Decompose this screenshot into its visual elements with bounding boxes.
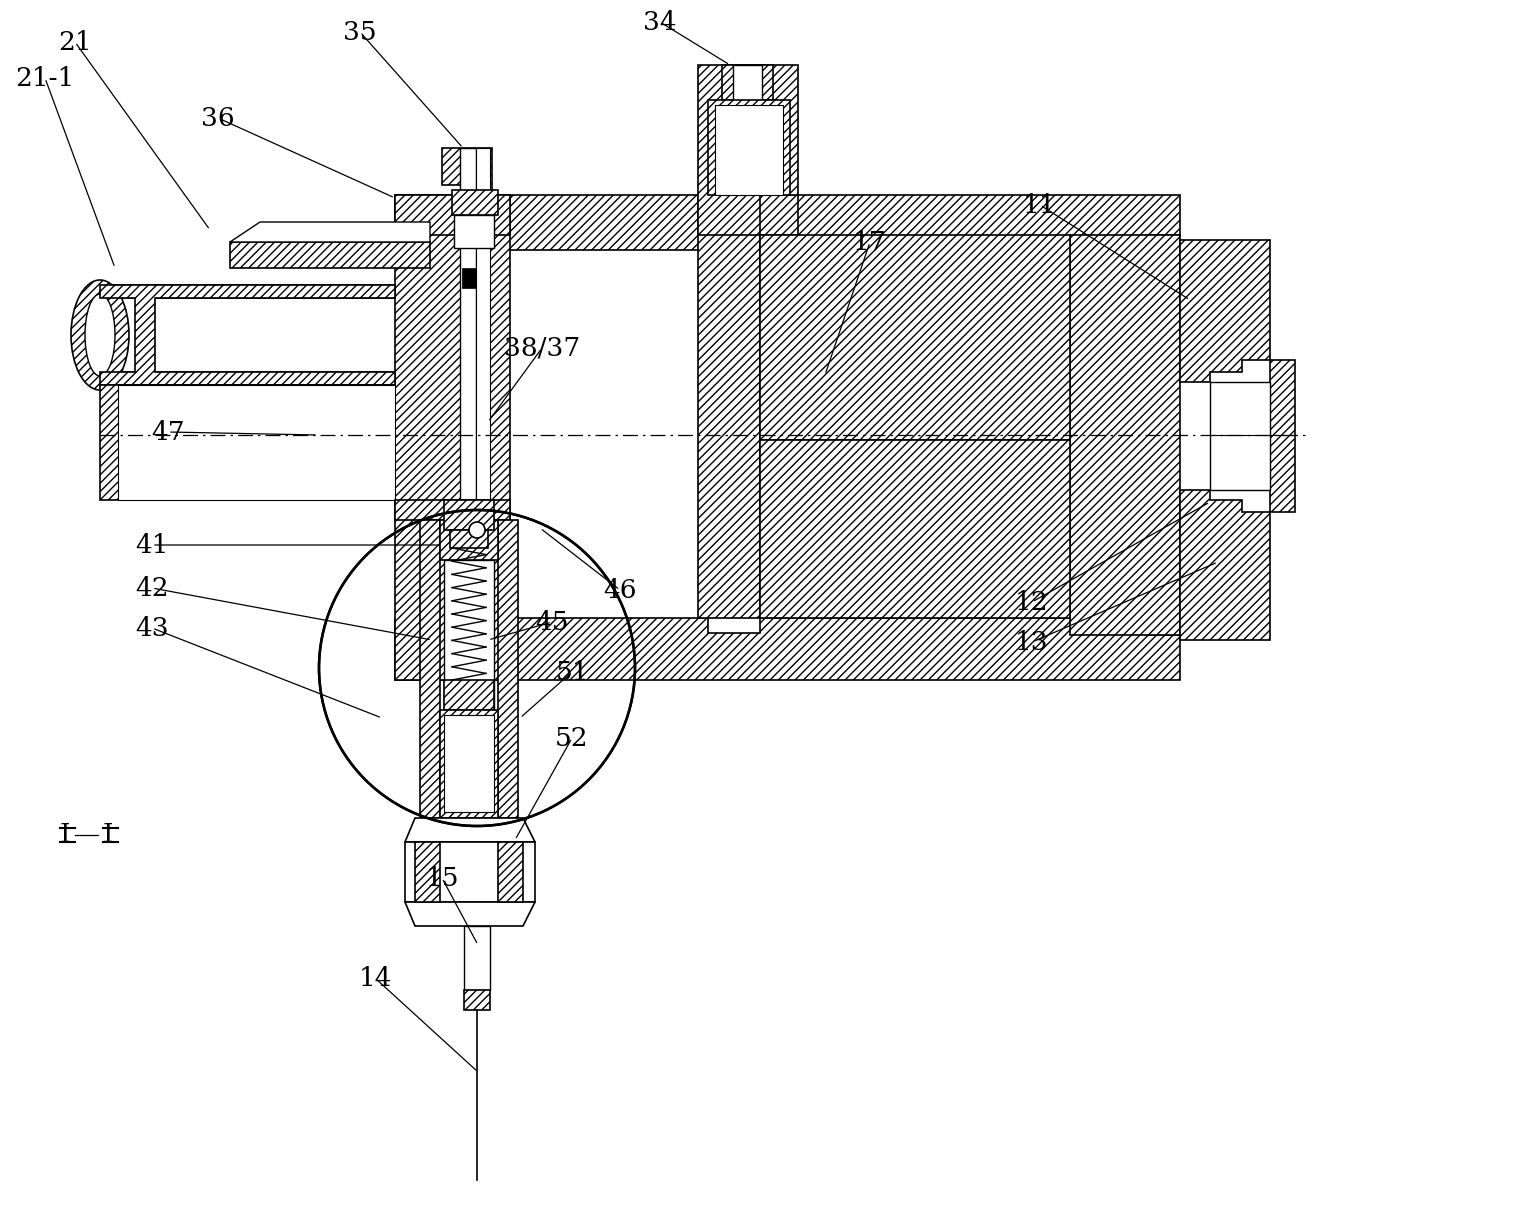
- Polygon shape: [415, 842, 441, 902]
- Text: 42: 42: [135, 575, 169, 601]
- Bar: [453, 190, 498, 215]
- Bar: [715, 105, 782, 195]
- Polygon shape: [1180, 490, 1270, 640]
- Text: 45: 45: [535, 609, 568, 635]
- Bar: [441, 710, 498, 818]
- Bar: [463, 991, 491, 1010]
- Polygon shape: [699, 195, 797, 618]
- Bar: [450, 530, 488, 548]
- Polygon shape: [1180, 240, 1270, 383]
- Polygon shape: [1270, 360, 1296, 512]
- Polygon shape: [760, 235, 1069, 440]
- Bar: [118, 385, 395, 500]
- Text: 15: 15: [425, 866, 459, 890]
- Polygon shape: [498, 520, 518, 818]
- Text: I: I: [103, 823, 114, 847]
- Bar: [463, 926, 491, 991]
- Bar: [406, 842, 535, 902]
- Text: 43: 43: [135, 615, 169, 640]
- Text: 14: 14: [358, 966, 392, 991]
- Polygon shape: [395, 195, 1180, 250]
- Polygon shape: [1069, 235, 1180, 635]
- Polygon shape: [699, 65, 797, 235]
- Bar: [462, 268, 475, 288]
- Polygon shape: [395, 195, 510, 680]
- Text: 12: 12: [1015, 590, 1048, 614]
- Polygon shape: [406, 818, 535, 842]
- Polygon shape: [406, 902, 535, 926]
- Polygon shape: [395, 500, 510, 520]
- Text: 21: 21: [58, 29, 91, 54]
- Text: 41: 41: [135, 532, 169, 558]
- Text: 38/37: 38/37: [504, 336, 580, 360]
- Polygon shape: [395, 618, 1180, 680]
- Polygon shape: [100, 385, 395, 500]
- Text: 11: 11: [1024, 192, 1057, 217]
- Polygon shape: [760, 440, 1069, 618]
- Text: 36: 36: [201, 105, 235, 130]
- Text: 52: 52: [554, 726, 589, 750]
- Text: 34: 34: [643, 10, 677, 34]
- Text: 13: 13: [1015, 629, 1048, 655]
- Polygon shape: [100, 284, 395, 298]
- Polygon shape: [100, 371, 395, 385]
- Polygon shape: [419, 520, 441, 818]
- Text: I: I: [59, 823, 70, 847]
- Bar: [444, 500, 494, 530]
- Ellipse shape: [71, 280, 129, 390]
- Bar: [708, 101, 790, 195]
- Bar: [734, 65, 763, 130]
- Polygon shape: [229, 242, 430, 268]
- Text: 46: 46: [603, 577, 636, 602]
- Bar: [444, 680, 494, 710]
- Text: 47: 47: [152, 419, 185, 445]
- Polygon shape: [395, 195, 510, 235]
- Bar: [475, 148, 491, 500]
- Bar: [441, 520, 498, 560]
- Text: 35: 35: [343, 20, 377, 44]
- Circle shape: [469, 522, 485, 538]
- Bar: [444, 560, 494, 818]
- Bar: [460, 148, 475, 500]
- Polygon shape: [442, 148, 492, 199]
- Bar: [1211, 383, 1270, 490]
- Ellipse shape: [85, 294, 115, 376]
- Polygon shape: [498, 842, 523, 902]
- Bar: [454, 215, 494, 248]
- Text: 17: 17: [854, 229, 887, 255]
- Text: 51: 51: [556, 660, 589, 684]
- Bar: [444, 715, 494, 812]
- Polygon shape: [229, 222, 430, 242]
- Bar: [722, 65, 773, 101]
- Text: 21-1: 21-1: [15, 65, 74, 91]
- Polygon shape: [100, 284, 395, 385]
